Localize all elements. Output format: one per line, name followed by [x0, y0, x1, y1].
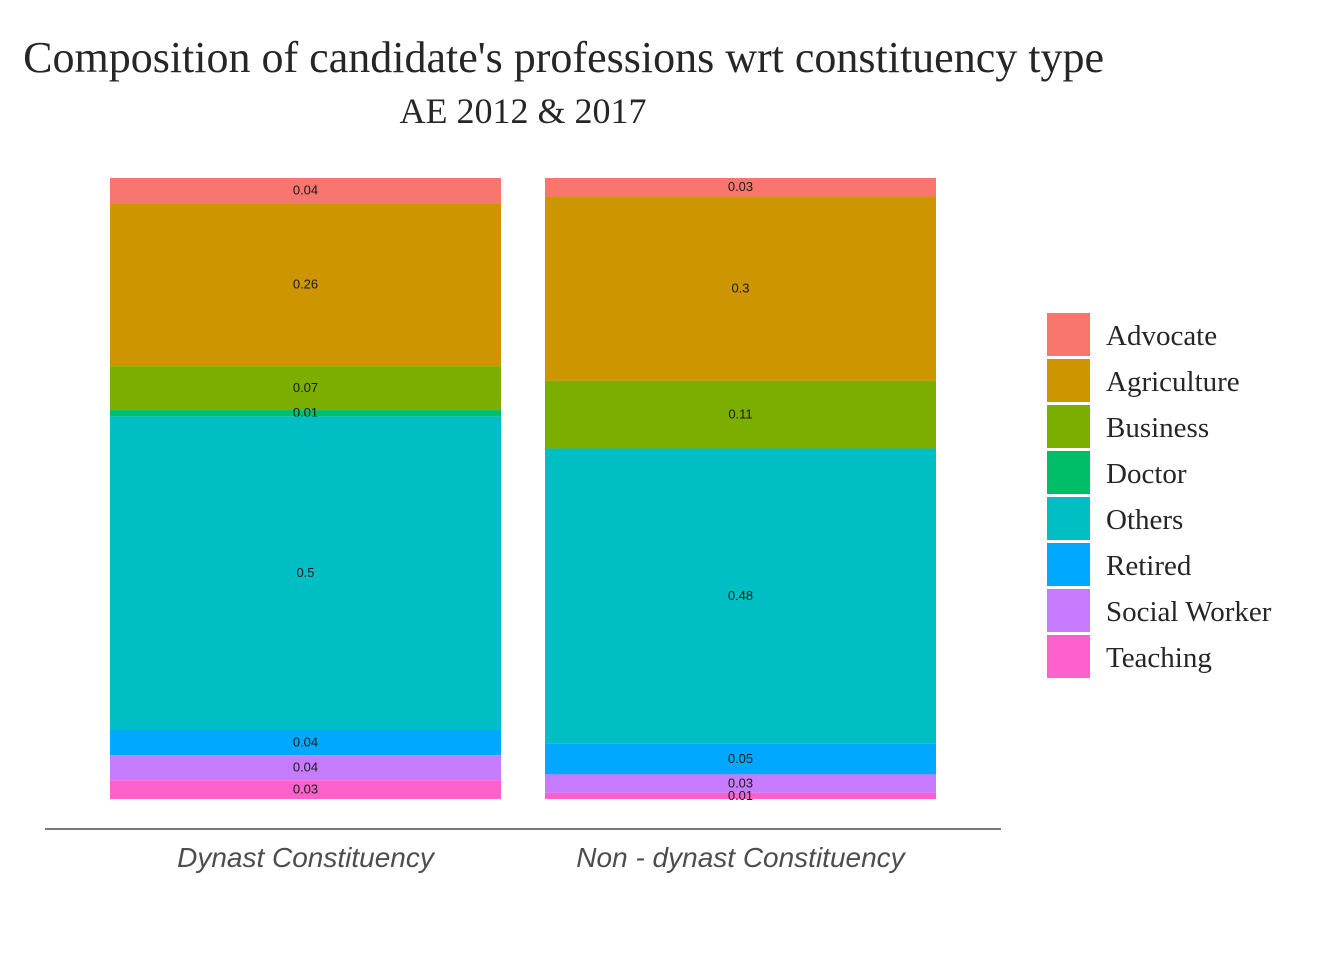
data-label-retired-2: 0.05 — [728, 751, 753, 766]
legend-swatch-social-worker — [1047, 589, 1090, 632]
data-label-social-worker-2: 0.03 — [728, 776, 753, 791]
legend-swatch-others — [1047, 497, 1090, 540]
legend-label-retired: Retired — [1106, 550, 1192, 582]
bar-segment-business-1 — [110, 366, 501, 411]
data-label-advocate-1: 0.04 — [293, 183, 318, 198]
data-label-others-2: 0.48 — [728, 588, 753, 603]
chart-title: Composition of candidate's professions w… — [23, 33, 1104, 82]
data-label-agriculture-2: 0.3 — [731, 281, 749, 296]
bar-segment-doctor-1 — [110, 410, 501, 417]
legend-label-business: Business — [1106, 412, 1209, 444]
legend-label-social-worker: Social Worker — [1106, 596, 1272, 628]
bar-segment-advocate-1 — [110, 178, 501, 204]
x-axis-labels: Dynast Constituency Non - dynast Constitu… — [177, 842, 907, 873]
bar-segment-social-worker-2 — [545, 774, 936, 793]
bar-segment-social-worker-1 — [110, 755, 501, 781]
data-label-business-2: 0.11 — [728, 407, 752, 422]
data-label-agriculture-1: 0.26 — [293, 277, 318, 292]
legend-swatch-business — [1047, 405, 1090, 448]
bar-segment-business-2 — [545, 380, 936, 449]
data-label-social-worker-1: 0.04 — [293, 760, 318, 775]
legend-swatch-teaching — [1047, 635, 1090, 678]
legend: Advocate Agriculture Business Doctor Others R… — [1047, 313, 1272, 678]
legend-label-doctor: Doctor — [1106, 458, 1187, 490]
chart-subtitle: AE 2012 & 2017 — [400, 91, 647, 131]
legend-swatch-doctor — [1047, 451, 1090, 494]
bar-segment-others-2 — [545, 448, 936, 744]
data-label-advocate-2: 0.03 — [728, 179, 753, 194]
legend-label-advocate: Advocate — [1106, 320, 1217, 352]
data-label-retired-1: 0.04 — [293, 735, 318, 750]
bar-segment-teaching-2 — [545, 792, 936, 799]
bars-group: 0.04 0.26 0.07 0.01 0.5 0.04 0.04 0.03 0.03 0.3 0.… — [110, 178, 936, 803]
bar-segment-others-1 — [110, 416, 501, 730]
bar-segment-advocate-2 — [545, 178, 936, 197]
legend-swatch-advocate — [1047, 313, 1090, 356]
legend-label-agriculture: Agriculture — [1106, 366, 1240, 398]
bar-segment-teaching-1 — [110, 780, 501, 799]
x-tick-label-1: Dynast Constituency — [177, 842, 436, 873]
x-tick-label-2: Non - dynast Constituency — [576, 842, 906, 873]
data-label-teaching-2: 0.01 — [728, 788, 753, 803]
bar-segment-agriculture-1 — [110, 203, 501, 367]
bar-segment-retired-1 — [110, 730, 501, 756]
bar-segment-agriculture-2 — [545, 196, 936, 381]
legend-swatch-retired — [1047, 543, 1090, 586]
legend-swatch-agriculture — [1047, 359, 1090, 402]
data-label-business-1: 0.07 — [293, 380, 318, 395]
data-label-others-1: 0.5 — [296, 565, 314, 580]
data-label-teaching-1: 0.03 — [293, 782, 318, 797]
legend-label-teaching: Teaching — [1106, 642, 1212, 674]
legend-label-others: Others — [1106, 504, 1183, 536]
bar-segment-retired-2 — [545, 743, 936, 775]
